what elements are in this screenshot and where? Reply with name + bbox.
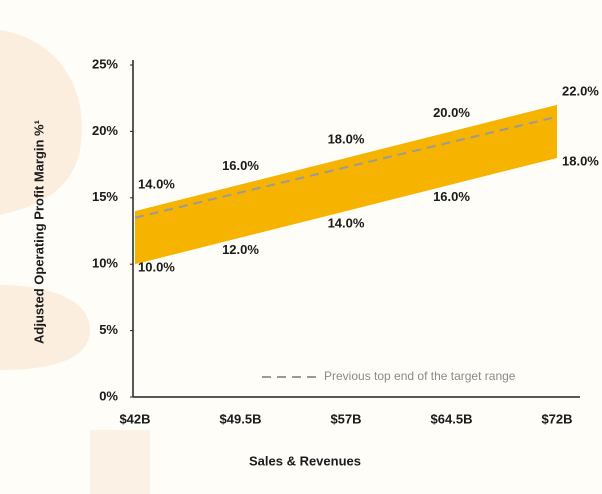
x-tick-label: $49.5B xyxy=(220,411,262,426)
target-band xyxy=(135,104,557,265)
y-tick-label: 5% xyxy=(99,322,118,337)
value-label: 22.0% xyxy=(562,83,599,98)
value-label: 12.0% xyxy=(222,242,259,257)
x-axis-title: Sales & Revenues xyxy=(249,453,361,468)
x-tick-label: $72B xyxy=(541,411,572,426)
legend-label: Previous top end of the target range xyxy=(324,369,516,383)
decoration xyxy=(90,430,150,494)
value-label: 18.0% xyxy=(562,153,599,168)
decoration xyxy=(0,285,90,370)
value-label: 16.0% xyxy=(433,189,470,204)
dashed-line xyxy=(134,115,558,219)
y-tick-label: 25% xyxy=(92,56,118,71)
value-label: 16.0% xyxy=(222,158,259,173)
value-label: 10.0% xyxy=(138,260,175,275)
value-label: 14.0% xyxy=(138,177,175,192)
value-label: 20.0% xyxy=(433,105,470,120)
value-label: 18.0% xyxy=(328,131,365,146)
x-tick-label: $42B xyxy=(119,411,150,426)
x-tick-label: $57B xyxy=(330,411,361,426)
y-axis-title: Adjusted Operating Profit Margin %¹ xyxy=(31,120,46,344)
y-tick-label: 0% xyxy=(99,388,118,403)
y-tick-label: 10% xyxy=(92,256,118,271)
value-label: 14.0% xyxy=(328,216,365,231)
y-tick-label: 15% xyxy=(92,189,118,204)
decoration xyxy=(0,30,82,215)
x-tick-label: $64.5B xyxy=(431,411,473,426)
y-tick-label: 20% xyxy=(92,123,118,138)
